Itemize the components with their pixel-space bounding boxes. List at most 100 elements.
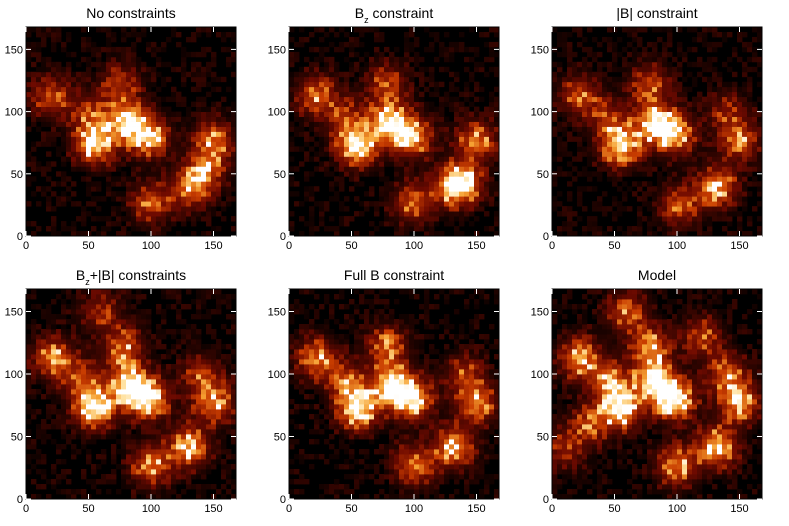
heatmap-cell [309,171,315,177]
heatmap-cell [577,116,583,122]
heatmap-cell [171,349,177,355]
heatmap-cell [384,56,390,63]
heatmap-cell [662,86,668,93]
heatmap-cell [156,304,162,310]
heatmap-cell [419,66,425,73]
heatmap-cell [707,196,713,202]
heatmap-cell [582,46,588,53]
heatmap-cell [201,51,207,58]
heatmap-cell [567,111,573,117]
heatmap-cell [557,231,563,237]
heatmap-cell [757,116,763,122]
heatmap-cell [76,379,82,385]
heatmap-cell [31,86,37,93]
heatmap-cell [597,176,603,182]
heatmap-cell [36,46,42,53]
heatmap-cell [419,91,425,98]
heatmap-cell [121,329,127,335]
heatmap-cell [319,56,325,63]
heatmap-cell [91,111,97,117]
heatmap-cell [151,354,157,360]
heatmap-cell [394,81,400,88]
heatmap-cell [677,231,683,237]
heatmap-cell [667,76,673,83]
heatmap-cell [429,106,435,112]
heatmap-cell [464,196,470,202]
heatmap-cell [747,146,753,152]
heatmap-cell [76,364,82,370]
heatmap-cell [354,101,360,108]
heatmap-cell [166,211,172,217]
heatmap-cell [677,101,683,108]
heatmap-cell [602,76,608,83]
heatmap-cell [552,61,558,68]
heatmap-cell [647,166,653,172]
heatmap-cell [121,354,127,360]
heatmap-cell [707,146,713,152]
heatmap-cell [429,151,435,157]
heatmap-cell [434,126,440,132]
heatmap-cell [612,81,618,88]
heatmap-cell [662,141,668,147]
heatmap-cell [166,389,172,395]
heatmap-cell [424,171,430,177]
heatmap-cell [667,126,673,132]
heatmap-cell [494,116,500,122]
heatmap-cell [166,166,172,172]
heatmap-cell [752,206,758,212]
heatmap-cell [96,464,102,470]
heatmap-cell [41,91,47,98]
heatmap-cell [156,429,162,435]
heatmap-cell [61,424,67,430]
heatmap-cell [722,201,728,207]
heatmap-cell [171,126,177,132]
heatmap-cell [81,359,87,365]
heatmap-cell [206,186,212,192]
heatmap-cell [567,41,573,48]
heatmap-cell [697,131,703,137]
heatmap-cell [657,181,663,187]
heatmap-cell [116,206,122,212]
heatmap-cell [404,66,410,73]
heatmap-cell [111,349,117,355]
heatmap-cell [166,464,172,470]
heatmap-cell [434,81,440,88]
heatmap-cell [81,176,87,182]
heatmap-cell [206,91,212,98]
heatmap-cell [484,146,490,152]
heatmap-cell [111,469,117,475]
heatmap-cell [51,344,57,350]
heatmap-cell [131,404,137,410]
heatmap-cell [612,166,618,172]
heatmap-cell [344,141,350,147]
heatmap-cell [26,71,32,78]
heatmap-cell [702,76,708,83]
heatmap-cell [449,141,455,147]
heatmap-cell [667,191,673,197]
heatmap-cell [111,374,117,380]
heatmap-cell [96,349,102,355]
heatmap-cell [717,171,723,177]
heatmap-cell [314,226,320,232]
heatmap-cell [146,429,152,435]
heatmap-cell [717,176,723,182]
heatmap-cell [359,56,365,63]
heatmap-cell [116,161,122,167]
y-tick-label: 0 [543,231,549,243]
heatmap-cell [231,146,237,152]
heatmap-cell [91,349,97,355]
heatmap-cell [171,151,177,157]
heatmap-cell [36,334,42,340]
heatmap-cell [329,171,335,177]
heatmap-cell [379,71,385,78]
heatmap-cell [752,101,758,108]
heatmap-cell [677,196,683,202]
heatmap-cell [56,151,62,157]
heatmap-cell [419,166,425,172]
heatmap-cell [717,206,723,212]
heatmap-cell [737,111,743,117]
heatmap-cell [602,191,608,197]
heatmap-cell [116,56,122,63]
heatmap-cell [592,36,598,43]
heatmap-cell [374,51,380,58]
